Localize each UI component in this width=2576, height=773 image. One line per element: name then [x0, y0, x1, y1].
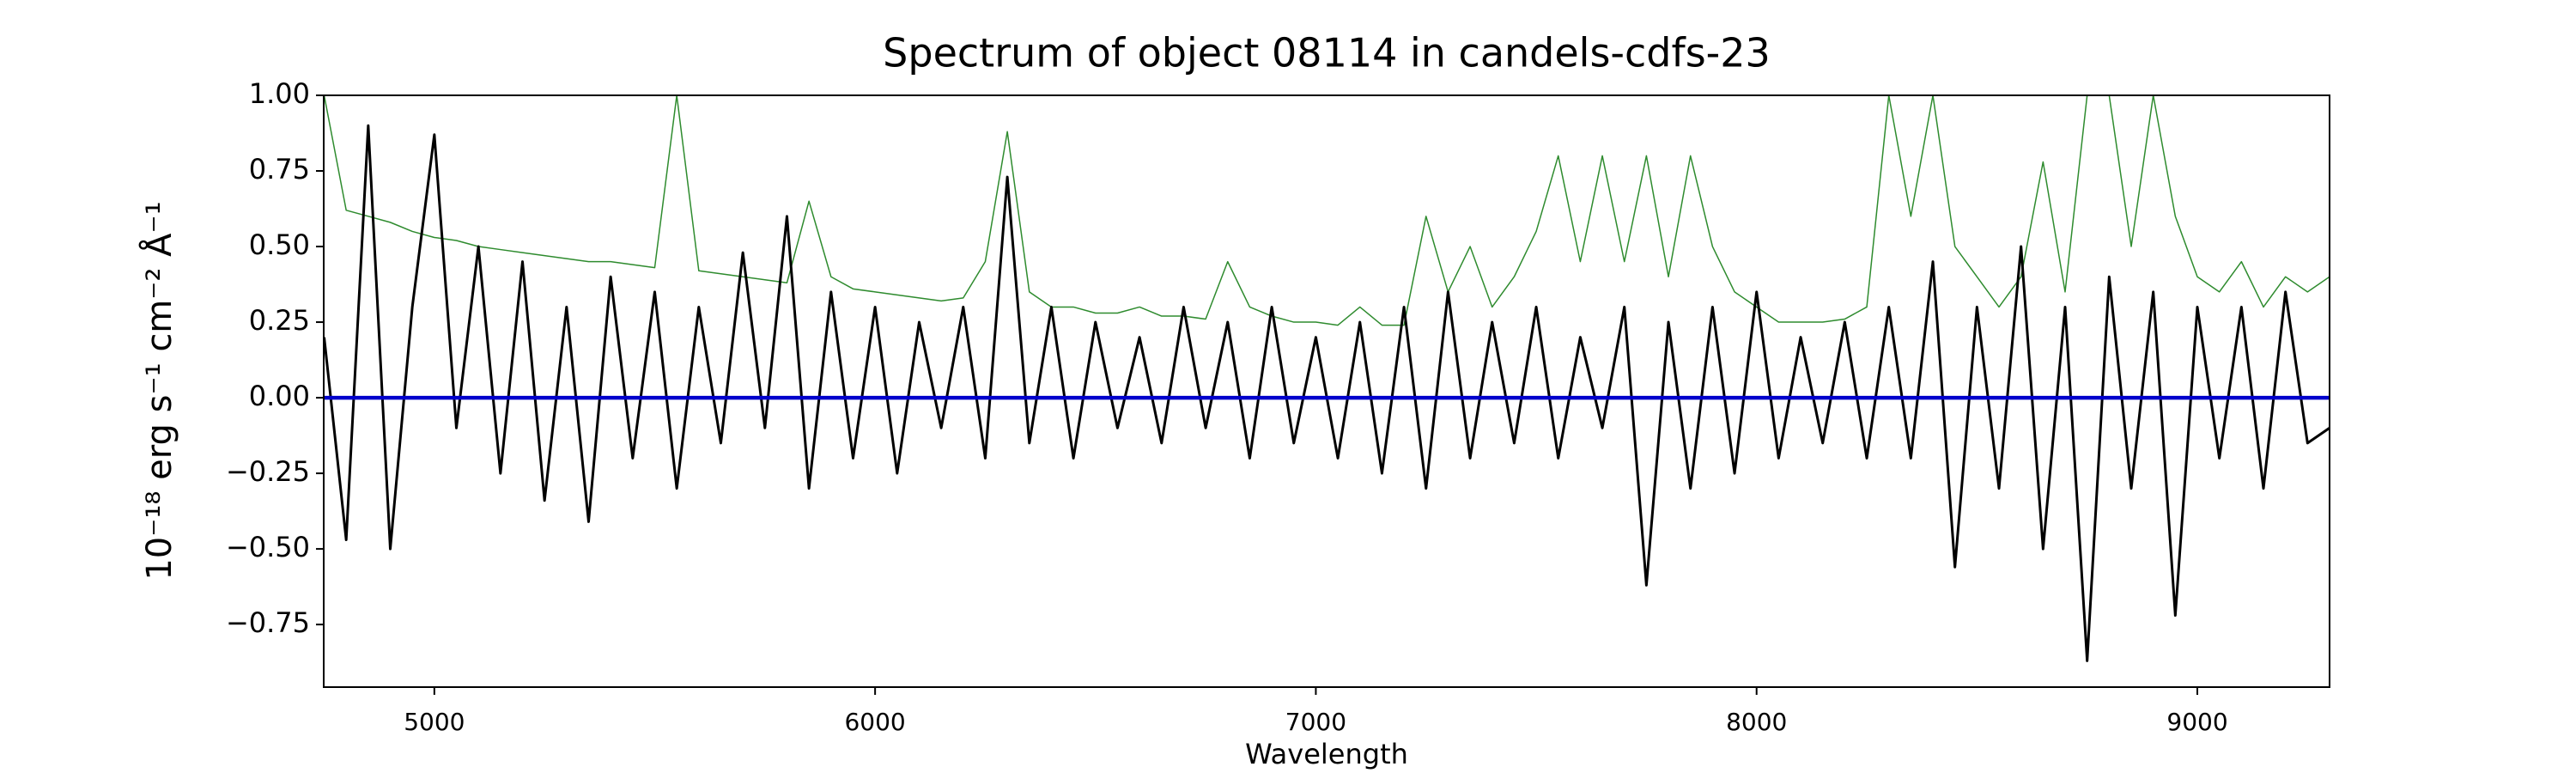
- y-tick-label: 0.75: [249, 153, 310, 186]
- x-tick-label: 7000: [1285, 708, 1346, 736]
- y-tick-label: 0.00: [249, 380, 310, 412]
- plot-area: [324, 95, 2330, 662]
- x-tick-label: 8000: [1726, 708, 1787, 736]
- x-tick-label: 9000: [2166, 708, 2227, 736]
- y-tick-label: 0.25: [249, 304, 310, 337]
- axes-frame: [323, 94, 2330, 688]
- y-tick-label: 1.00: [249, 77, 310, 110]
- chart-title: Spectrum of object 08114 in candels-cdfs…: [883, 30, 1771, 76]
- y-tick-label: −0.75: [226, 606, 310, 639]
- y-tick-label: 0.50: [249, 228, 310, 261]
- y-tick-label: −0.50: [226, 531, 310, 563]
- spectrum-line: [324, 95, 2330, 326]
- x-axis-label: Wavelength: [1245, 738, 1408, 770]
- x-tick-label: 5000: [404, 708, 465, 736]
- y-tick-label: −0.25: [226, 455, 310, 488]
- y-axis-label: 10⁻¹⁸ erg s⁻¹ cm⁻² Å⁻¹: [138, 201, 179, 580]
- x-tick-label: 6000: [844, 708, 905, 736]
